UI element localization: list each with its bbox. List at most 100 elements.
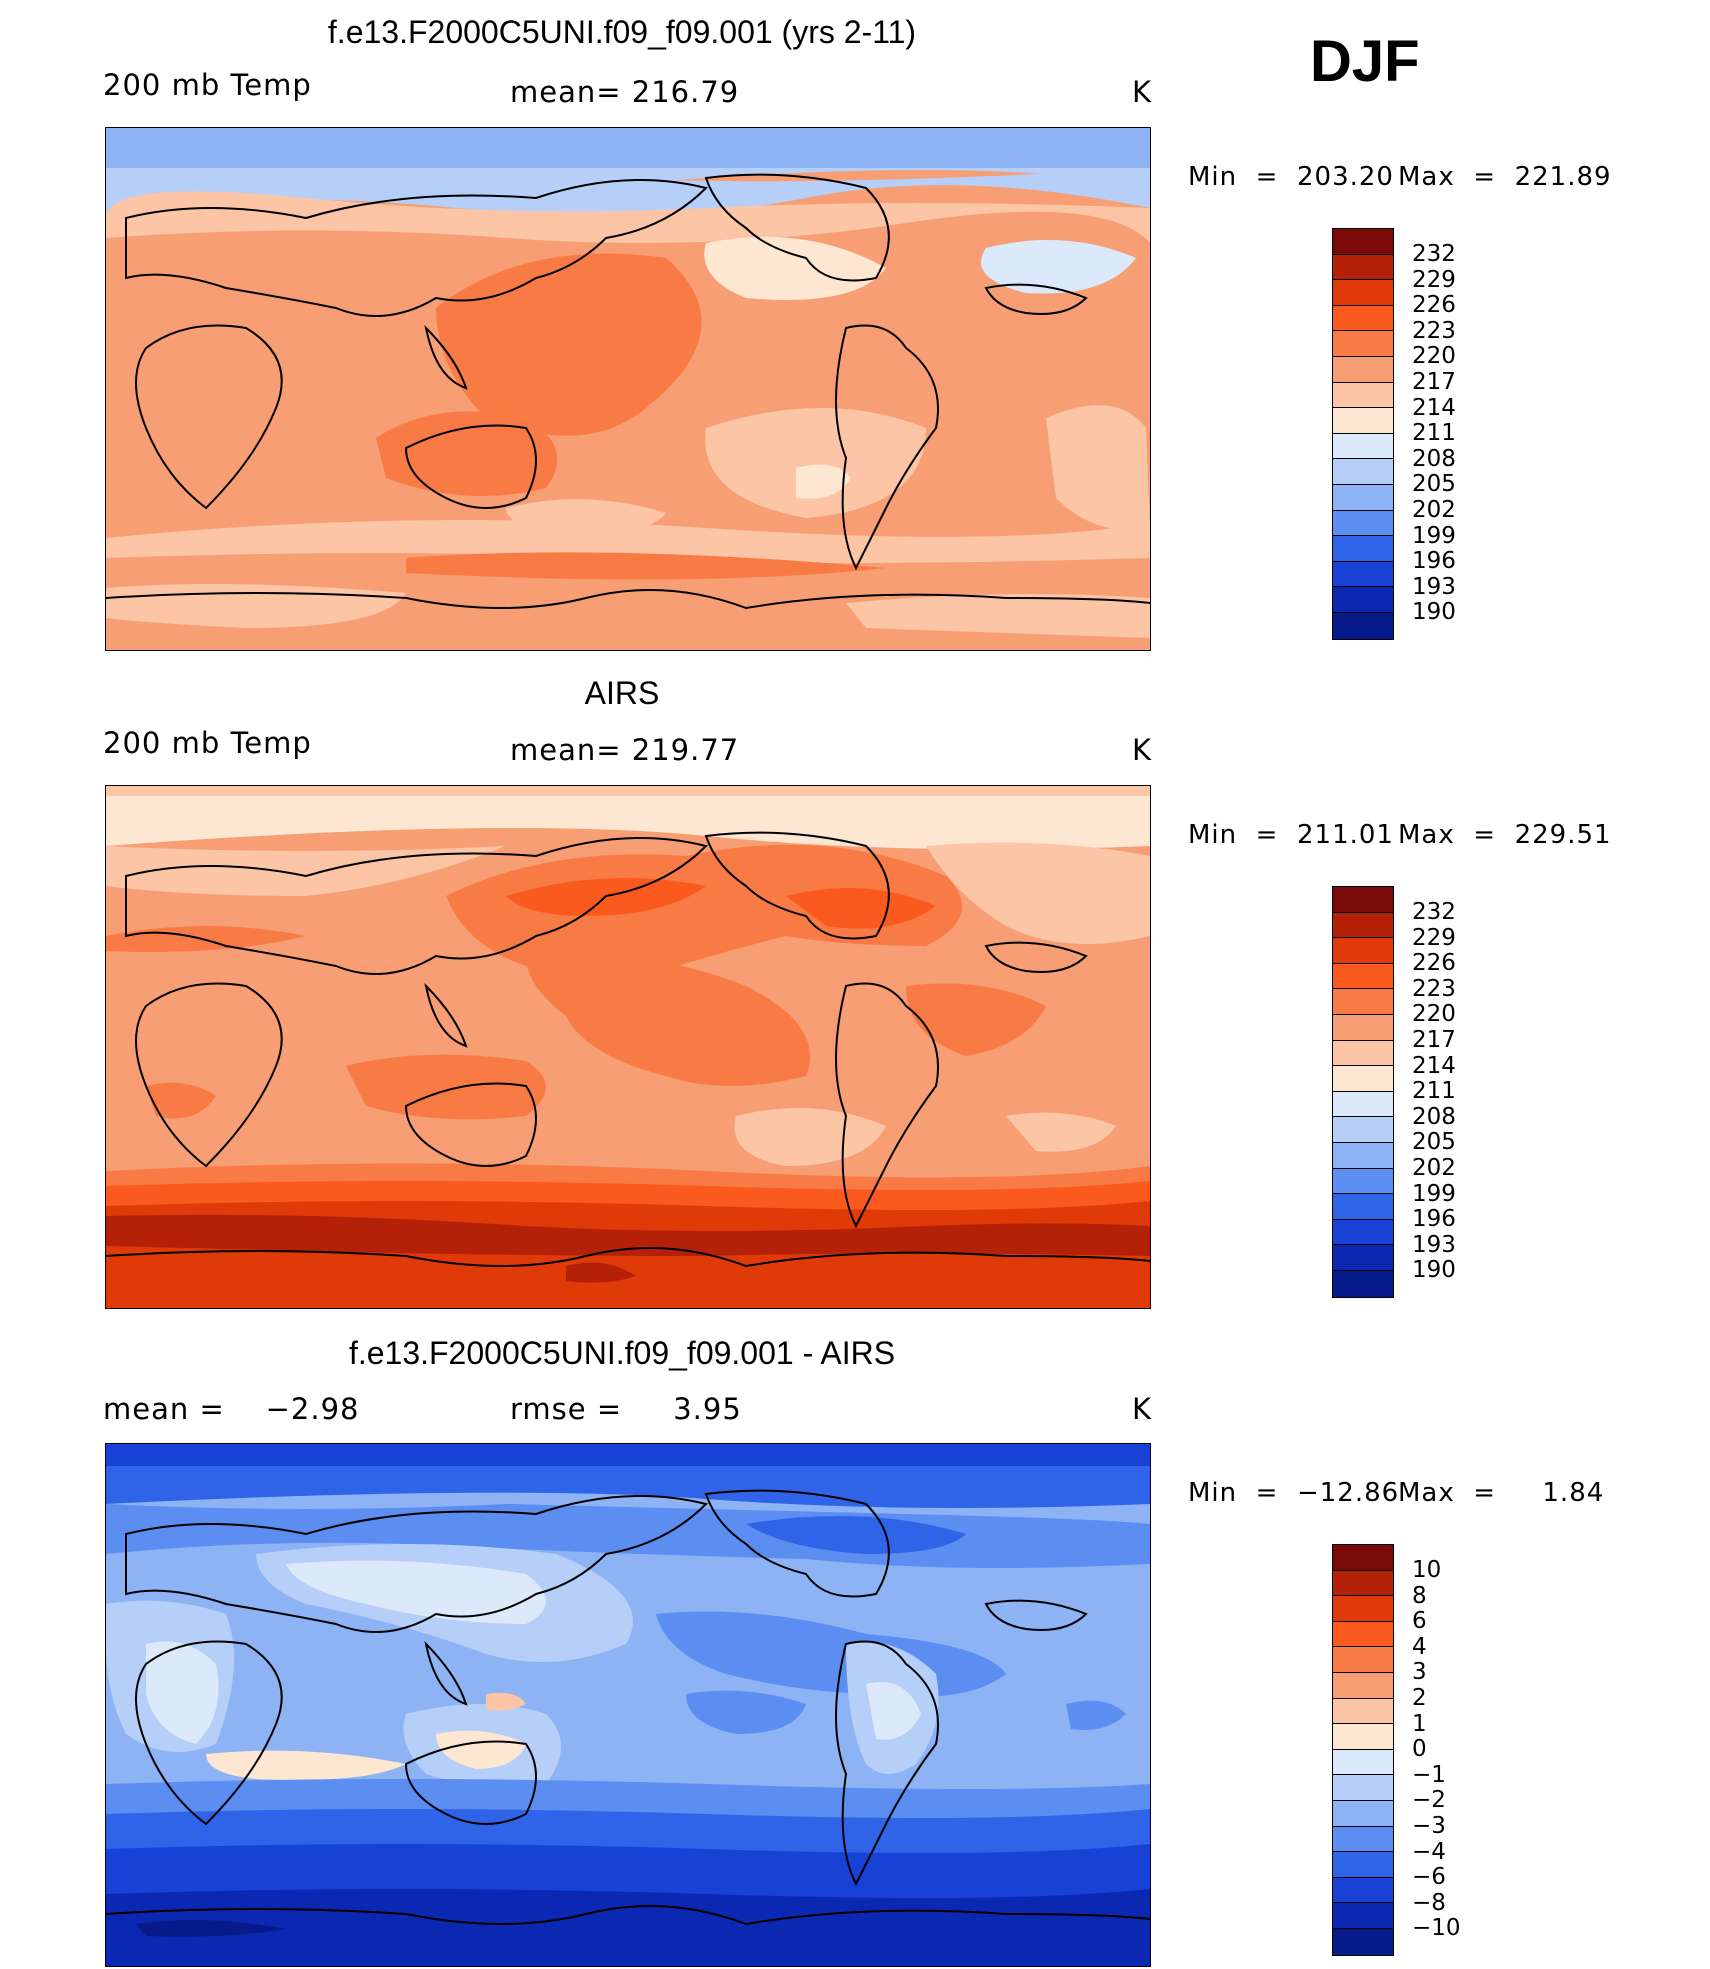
panel-1-colorbar-swatch [1333, 587, 1393, 613]
panel-3-colorbar-tick: −2 [1412, 1787, 1446, 1814]
panel-1-colorbar-tick: 226 [1412, 292, 1456, 319]
panel-2-colorbar-tick: 211 [1412, 1078, 1456, 1105]
panel-3-colorbar-tick: −6 [1412, 1864, 1446, 1891]
panel-3-colorbar-tick: 1 [1412, 1710, 1427, 1737]
panel-2-colorbar-swatch [1333, 1040, 1393, 1067]
panel-1-units-label: K [1132, 75, 1153, 109]
panel-3-colorbar-swatch [1333, 1775, 1393, 1801]
panel-3-units-label: K [1132, 1392, 1153, 1426]
panel-1-colorbar-tick: 205 [1412, 471, 1456, 498]
panel-3-colorbar-tick: 3 [1412, 1659, 1427, 1686]
panel-1-colorbar-swatch [1333, 433, 1393, 460]
panel-3-colorbar-swatch [1333, 1852, 1393, 1878]
panel-3-colorbar-swatch [1333, 1877, 1393, 1904]
panel-2-colorbar-tick: 220 [1412, 1001, 1456, 1028]
panel-2-colorbar-swatch [1333, 1270, 1393, 1297]
panel-3-colorbar-tick: −8 [1412, 1889, 1446, 1916]
panel-1-colorbar-swatch [1333, 612, 1393, 639]
panel-1-colorbar-tick: 202 [1412, 497, 1456, 523]
panel-2-colorbar-tick: 202 [1412, 1155, 1456, 1181]
panel-3-colorbar-tick: 6 [1412, 1608, 1427, 1635]
panel-1-colorbar-tick: 190 [1412, 599, 1456, 626]
panel-2-colorbar-tick: 226 [1412, 950, 1456, 977]
panel-2-map [105, 785, 1151, 1309]
panel-2-max-label: Max = 229.51 [1398, 820, 1612, 850]
panel-1-colorbar-swatch [1333, 331, 1393, 357]
panel-2-mean-label: mean= 219.77 [510, 733, 740, 767]
panel-3-map [105, 1443, 1151, 1967]
panel-2-colorbar-tick: 223 [1412, 975, 1456, 1002]
panel-3-min-label: Min = −12.86 [1188, 1478, 1400, 1508]
panel-3-colorbar-swatch [1333, 1826, 1393, 1853]
panel-3-colorbar [1332, 1544, 1394, 1956]
panel-1-colorbar-swatch [1333, 408, 1393, 434]
panel-2-map-field [106, 786, 1150, 1308]
panel-1-colorbar [1332, 228, 1394, 640]
panel-3-colorbar-tick: −1 [1412, 1761, 1446, 1788]
panel-1-colorbar-tick: 199 [1412, 522, 1456, 549]
panel-2-colorbar [1332, 886, 1394, 1298]
panel-2-colorbar-swatch [1333, 912, 1393, 939]
panel-1-colorbar-swatch [1333, 484, 1393, 511]
panel-3-colorbar-tick: 10 [1412, 1557, 1442, 1583]
panel-2-variable-label: 200 mb Temp [103, 726, 312, 760]
panel-1-map-field [106, 128, 1150, 650]
panel-3-colorbar-tick: 8 [1412, 1582, 1427, 1609]
panel-3-colorbar-swatch [1333, 1545, 1393, 1571]
panel-1-colorbar-tick: 223 [1412, 317, 1456, 344]
panel-3-colorbar-tick: −10 [1412, 1915, 1461, 1942]
panel-2-colorbar-tick: 232 [1412, 899, 1456, 925]
panel-2-colorbar-tick: 196 [1412, 1206, 1456, 1233]
panel-3-colorbar-tick: 0 [1412, 1736, 1427, 1763]
panel-1-colorbar-tick: 208 [1412, 445, 1456, 472]
panel-2-colorbar-swatch [1333, 1168, 1393, 1195]
panel-2-colorbar-swatch [1333, 887, 1393, 913]
panel-3-map-field [106, 1444, 1150, 1966]
panel-1-colorbar-swatch [1333, 561, 1393, 588]
panel-3-colorbar-swatch [1333, 1647, 1393, 1673]
panel-1-colorbar-swatch [1333, 280, 1393, 306]
panel-1-colorbar-swatch [1333, 459, 1393, 485]
panel-2-colorbar-tick: 205 [1412, 1129, 1456, 1156]
panel-1-colorbar-tick: 220 [1412, 343, 1456, 370]
panel-3-colorbar-swatch [1333, 1621, 1393, 1648]
panel-2-colorbar-swatch [1333, 1142, 1393, 1169]
panel-1-colorbar-tick: 232 [1412, 241, 1456, 267]
panel-1-colorbar-tick: 217 [1412, 369, 1456, 395]
panel-3-colorbar-swatch [1333, 1698, 1393, 1725]
panel-3-colorbar-tick: 2 [1412, 1685, 1427, 1711]
panel-1-colorbar-tick: 229 [1412, 266, 1456, 293]
panel-3-colorbar-swatch [1333, 1800, 1393, 1827]
panel-3-mean-label: mean = −2.98 [103, 1392, 360, 1426]
panel-1-colorbar-swatch [1333, 254, 1393, 281]
panel-2-colorbar-swatch [1333, 1245, 1393, 1271]
panel-3-colorbar-tick: 4 [1412, 1633, 1427, 1660]
panel-2-colorbar-tick: 190 [1412, 1257, 1456, 1284]
panel-2-min-label: Min = 211.01 [1188, 820, 1394, 850]
panel-2-colorbar-tick: 208 [1412, 1103, 1456, 1130]
panel-2-colorbar-swatch [1333, 1219, 1393, 1246]
panel-3-colorbar-swatch [1333, 1928, 1393, 1955]
panel-1-max-label: Max = 221.89 [1398, 162, 1612, 192]
panel-2-colorbar-swatch [1333, 989, 1393, 1015]
panel-3-title: f.e13.F2000C5UNI.f09_f09.001 - AIRS [348, 1335, 896, 1371]
panel-2-colorbar-swatch [1333, 1117, 1393, 1143]
panel-1-colorbar-swatch [1333, 510, 1393, 537]
panel-3-max-label: Max = 1.84 [1398, 1478, 1605, 1508]
panel-2-colorbar-swatch [1333, 938, 1393, 964]
panel-1-colorbar-tick: 211 [1412, 420, 1456, 447]
panel-1-colorbar-tick: 214 [1412, 394, 1456, 421]
panel-1-colorbar-swatch [1333, 305, 1393, 332]
panel-1-min-label: Min = 203.20 [1188, 162, 1394, 192]
panel-1-colorbar-swatch [1333, 229, 1393, 255]
panel-2-colorbar-tick: 199 [1412, 1180, 1456, 1207]
panel-3-rmse-label: rmse = 3.95 [510, 1392, 742, 1426]
panel-2-colorbar-tick: 193 [1412, 1231, 1456, 1258]
panel-3-colorbar-tick: −4 [1412, 1838, 1446, 1865]
panel-2-colorbar-swatch [1333, 1194, 1393, 1220]
panel-3-colorbar-swatch [1333, 1903, 1393, 1929]
panel-1-colorbar-tick: 193 [1412, 573, 1456, 600]
panel-1-colorbar-tick: 196 [1412, 548, 1456, 575]
panel-2-colorbar-tick: 229 [1412, 924, 1456, 951]
panel-1-variable-label: 200 mb Temp [103, 68, 312, 102]
